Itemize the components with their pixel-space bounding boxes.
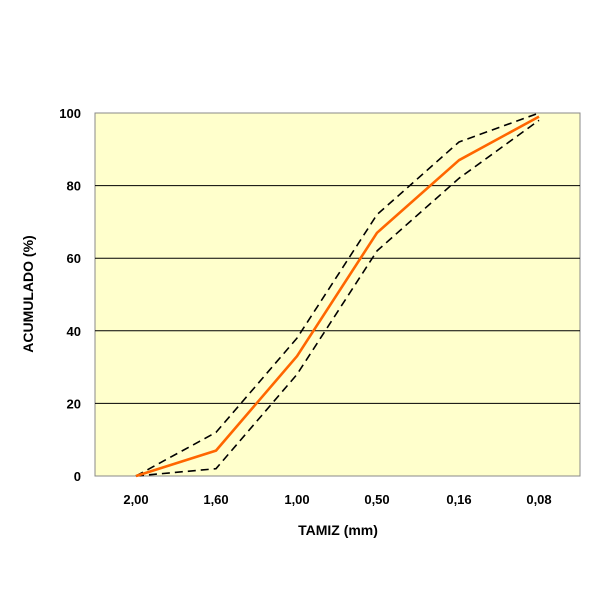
- x-tick-label: 1,00: [284, 492, 309, 507]
- y-tick-labels: 0 20 40 60 80 100: [59, 106, 81, 484]
- x-axis-title: TAMIZ (mm): [298, 522, 378, 538]
- x-tick-label: 0,50: [364, 492, 389, 507]
- y-tick-label: 0: [74, 469, 81, 484]
- x-tick-labels: 2,00 1,60 1,00 0,50 0,16 0,08: [123, 492, 551, 507]
- x-tick-label: 0,16: [446, 492, 471, 507]
- gridlines: [95, 185, 580, 404]
- envelope-line: [135, 112, 540, 477]
- y-tick-label: 80: [67, 179, 81, 194]
- x-tick-label: 1,60: [203, 492, 228, 507]
- grading-curve: [135, 115, 540, 478]
- y-tick-label: 60: [67, 251, 81, 266]
- envelope-line: [135, 119, 540, 477]
- y-tick-label: 20: [67, 396, 81, 411]
- series-lines: [135, 112, 540, 478]
- y-tick-label: 100: [59, 106, 81, 121]
- x-tick-label: 2,00: [123, 492, 148, 507]
- y-axis-title: ACUMULADO (%): [20, 235, 36, 352]
- y-tick-label: 40: [67, 324, 81, 339]
- x-tick-label: 0,08: [526, 492, 551, 507]
